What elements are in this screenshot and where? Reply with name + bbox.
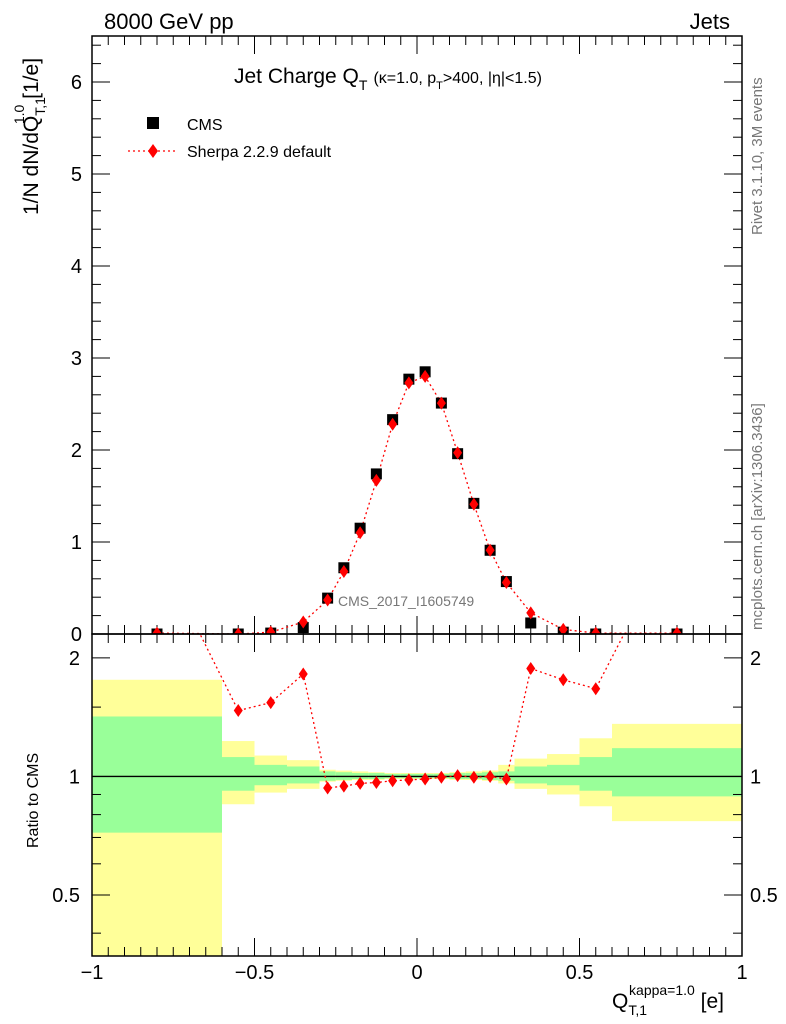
legend-cms-label: CMS <box>187 117 223 134</box>
sherpa-ratio-point <box>404 773 414 787</box>
sherpa-ratio-point <box>355 776 365 790</box>
main-y-label: 1/N dN/dQT,11.0 [1/e] <box>11 58 48 215</box>
sherpa-data-point <box>388 417 398 431</box>
ratio-markers <box>233 661 601 795</box>
sherpa-data-point <box>501 575 511 589</box>
sherpa-data-point <box>323 593 333 607</box>
sherpa-ratio-point <box>323 781 333 795</box>
ratio-bands <box>92 679 742 956</box>
legend: CMS Sherpa 2.2.9 default <box>128 117 332 161</box>
sherpa-data-point <box>355 526 365 540</box>
main-y-tick-label: 4 <box>71 256 82 278</box>
ratio-axis-ticks <box>91 634 743 956</box>
chart-title: Jet Charge QT (κ=1.0, pT>400, |η|<1.5) <box>234 65 542 93</box>
sherpa-ratio-point <box>501 772 511 786</box>
sherpa-data-point <box>371 473 381 487</box>
x-tick-label: 1 <box>736 962 747 984</box>
sherpa-ratio-point <box>298 667 308 681</box>
header-left: 8000 GeV pp <box>104 9 234 34</box>
legend-sherpa-marker <box>148 144 158 158</box>
sherpa-ratio-line <box>199 634 625 789</box>
main-y-tick-labels: 0 1 2 3 4 5 6 <box>71 72 82 646</box>
sherpa-data-point <box>485 543 495 557</box>
main-markers <box>151 366 683 634</box>
x-axis-label: QT,1kappa=1.0 [e] <box>612 982 724 1018</box>
cms-data-point <box>525 617 537 629</box>
ratio-y-tick-label-left: 1 <box>69 766 80 788</box>
ratio-stat-band <box>287 766 320 784</box>
main-y-tick-label: 6 <box>71 72 82 94</box>
mcplots-label: mcplots.cern.ch [arXiv:1306.3436] <box>749 403 766 630</box>
sherpa-data-point <box>404 376 414 390</box>
header-right: Jets <box>690 9 730 34</box>
legend-sherpa-label: Sherpa 2.2.9 default <box>187 144 332 161</box>
ratio-y-label: Ratio to CMS <box>25 753 42 848</box>
sherpa-ratio-point <box>436 770 446 784</box>
sherpa-ratio-point <box>558 673 568 687</box>
sherpa-data-point <box>298 615 308 629</box>
main-y-tick-label: 1 <box>71 532 82 554</box>
sherpa-ratio-point <box>485 769 495 783</box>
x-tick-label: −0.5 <box>235 962 274 984</box>
sherpa-ratio-point <box>266 696 276 710</box>
sherpa-ratio-point <box>469 770 479 784</box>
legend-cms-marker <box>147 117 159 129</box>
rivet-label: Rivet 3.1.10, 3M events <box>749 77 766 235</box>
sherpa-data-point <box>420 369 430 383</box>
main-y-tick-label: 3 <box>71 348 82 370</box>
sherpa-data-point <box>591 626 601 634</box>
ratio-stat-band <box>222 757 255 791</box>
sherpa-ratio-point <box>371 776 381 790</box>
x-tick-label: −1 <box>81 962 104 984</box>
main-y-tick-label: 0 <box>71 624 82 646</box>
sherpa-data-point <box>266 625 276 634</box>
ratio-y-tick-label-right: 1 <box>750 766 761 788</box>
ratio-stat-band <box>92 716 222 833</box>
sherpa-data-point <box>469 497 479 511</box>
sherpa-data-point <box>152 626 162 634</box>
ratio-y-tick-label-right: 2 <box>750 648 761 670</box>
sherpa-data-point <box>453 446 463 460</box>
ratio-stat-band <box>547 764 580 786</box>
sherpa-ratio-point <box>233 704 243 718</box>
main-y-tick-label: 2 <box>71 440 82 462</box>
main-panel: 0 1 2 3 4 5 6 CMS_2017_I1605749 Jet Charge QT(… <box>11 35 743 646</box>
sherpa-data-point <box>672 626 682 634</box>
ratio-stat-band <box>579 757 612 791</box>
sherpa-data-point <box>558 622 568 634</box>
ratio-y-tick-labels: 0.5 0.5 1 1 2 2 <box>52 648 778 907</box>
sherpa-ratio-point <box>388 774 398 788</box>
ratio-y-tick-label-right: 0.5 <box>750 885 778 907</box>
sherpa-data-point <box>233 627 243 634</box>
sherpa-ratio-point <box>420 772 430 786</box>
sherpa-data-point <box>526 606 536 620</box>
ratio-stat-band <box>514 766 547 784</box>
x-tick-labels: −1 −0.5 0 0.5 1 <box>81 962 748 984</box>
ratio-frame <box>91 633 743 957</box>
watermark: CMS_2017_I1605749 <box>338 593 474 609</box>
sherpa-ratio-point <box>339 779 349 793</box>
x-tick-label: 0.5 <box>566 962 594 984</box>
ratio-stat-band <box>254 764 287 786</box>
ratio-panel: 0.5 0.5 1 1 2 2 −1 −0.5 0 0.5 1 Ratio to CMS QT,1… <box>25 633 778 1018</box>
sherpa-data-point <box>436 396 446 410</box>
ratio-y-tick-label-left: 2 <box>69 648 80 670</box>
sherpa-data-point <box>339 564 349 578</box>
sherpa-ratio-point <box>453 769 463 783</box>
sherpa-main-line <box>156 375 677 634</box>
sherpa-ratio-point <box>591 682 601 696</box>
ratio-stat-band <box>612 748 742 797</box>
x-tick-label: 0 <box>411 962 422 984</box>
main-y-tick-label: 5 <box>71 164 82 186</box>
sherpa-ratio-point <box>526 661 536 675</box>
ratio-y-tick-label-left: 0.5 <box>52 885 80 907</box>
